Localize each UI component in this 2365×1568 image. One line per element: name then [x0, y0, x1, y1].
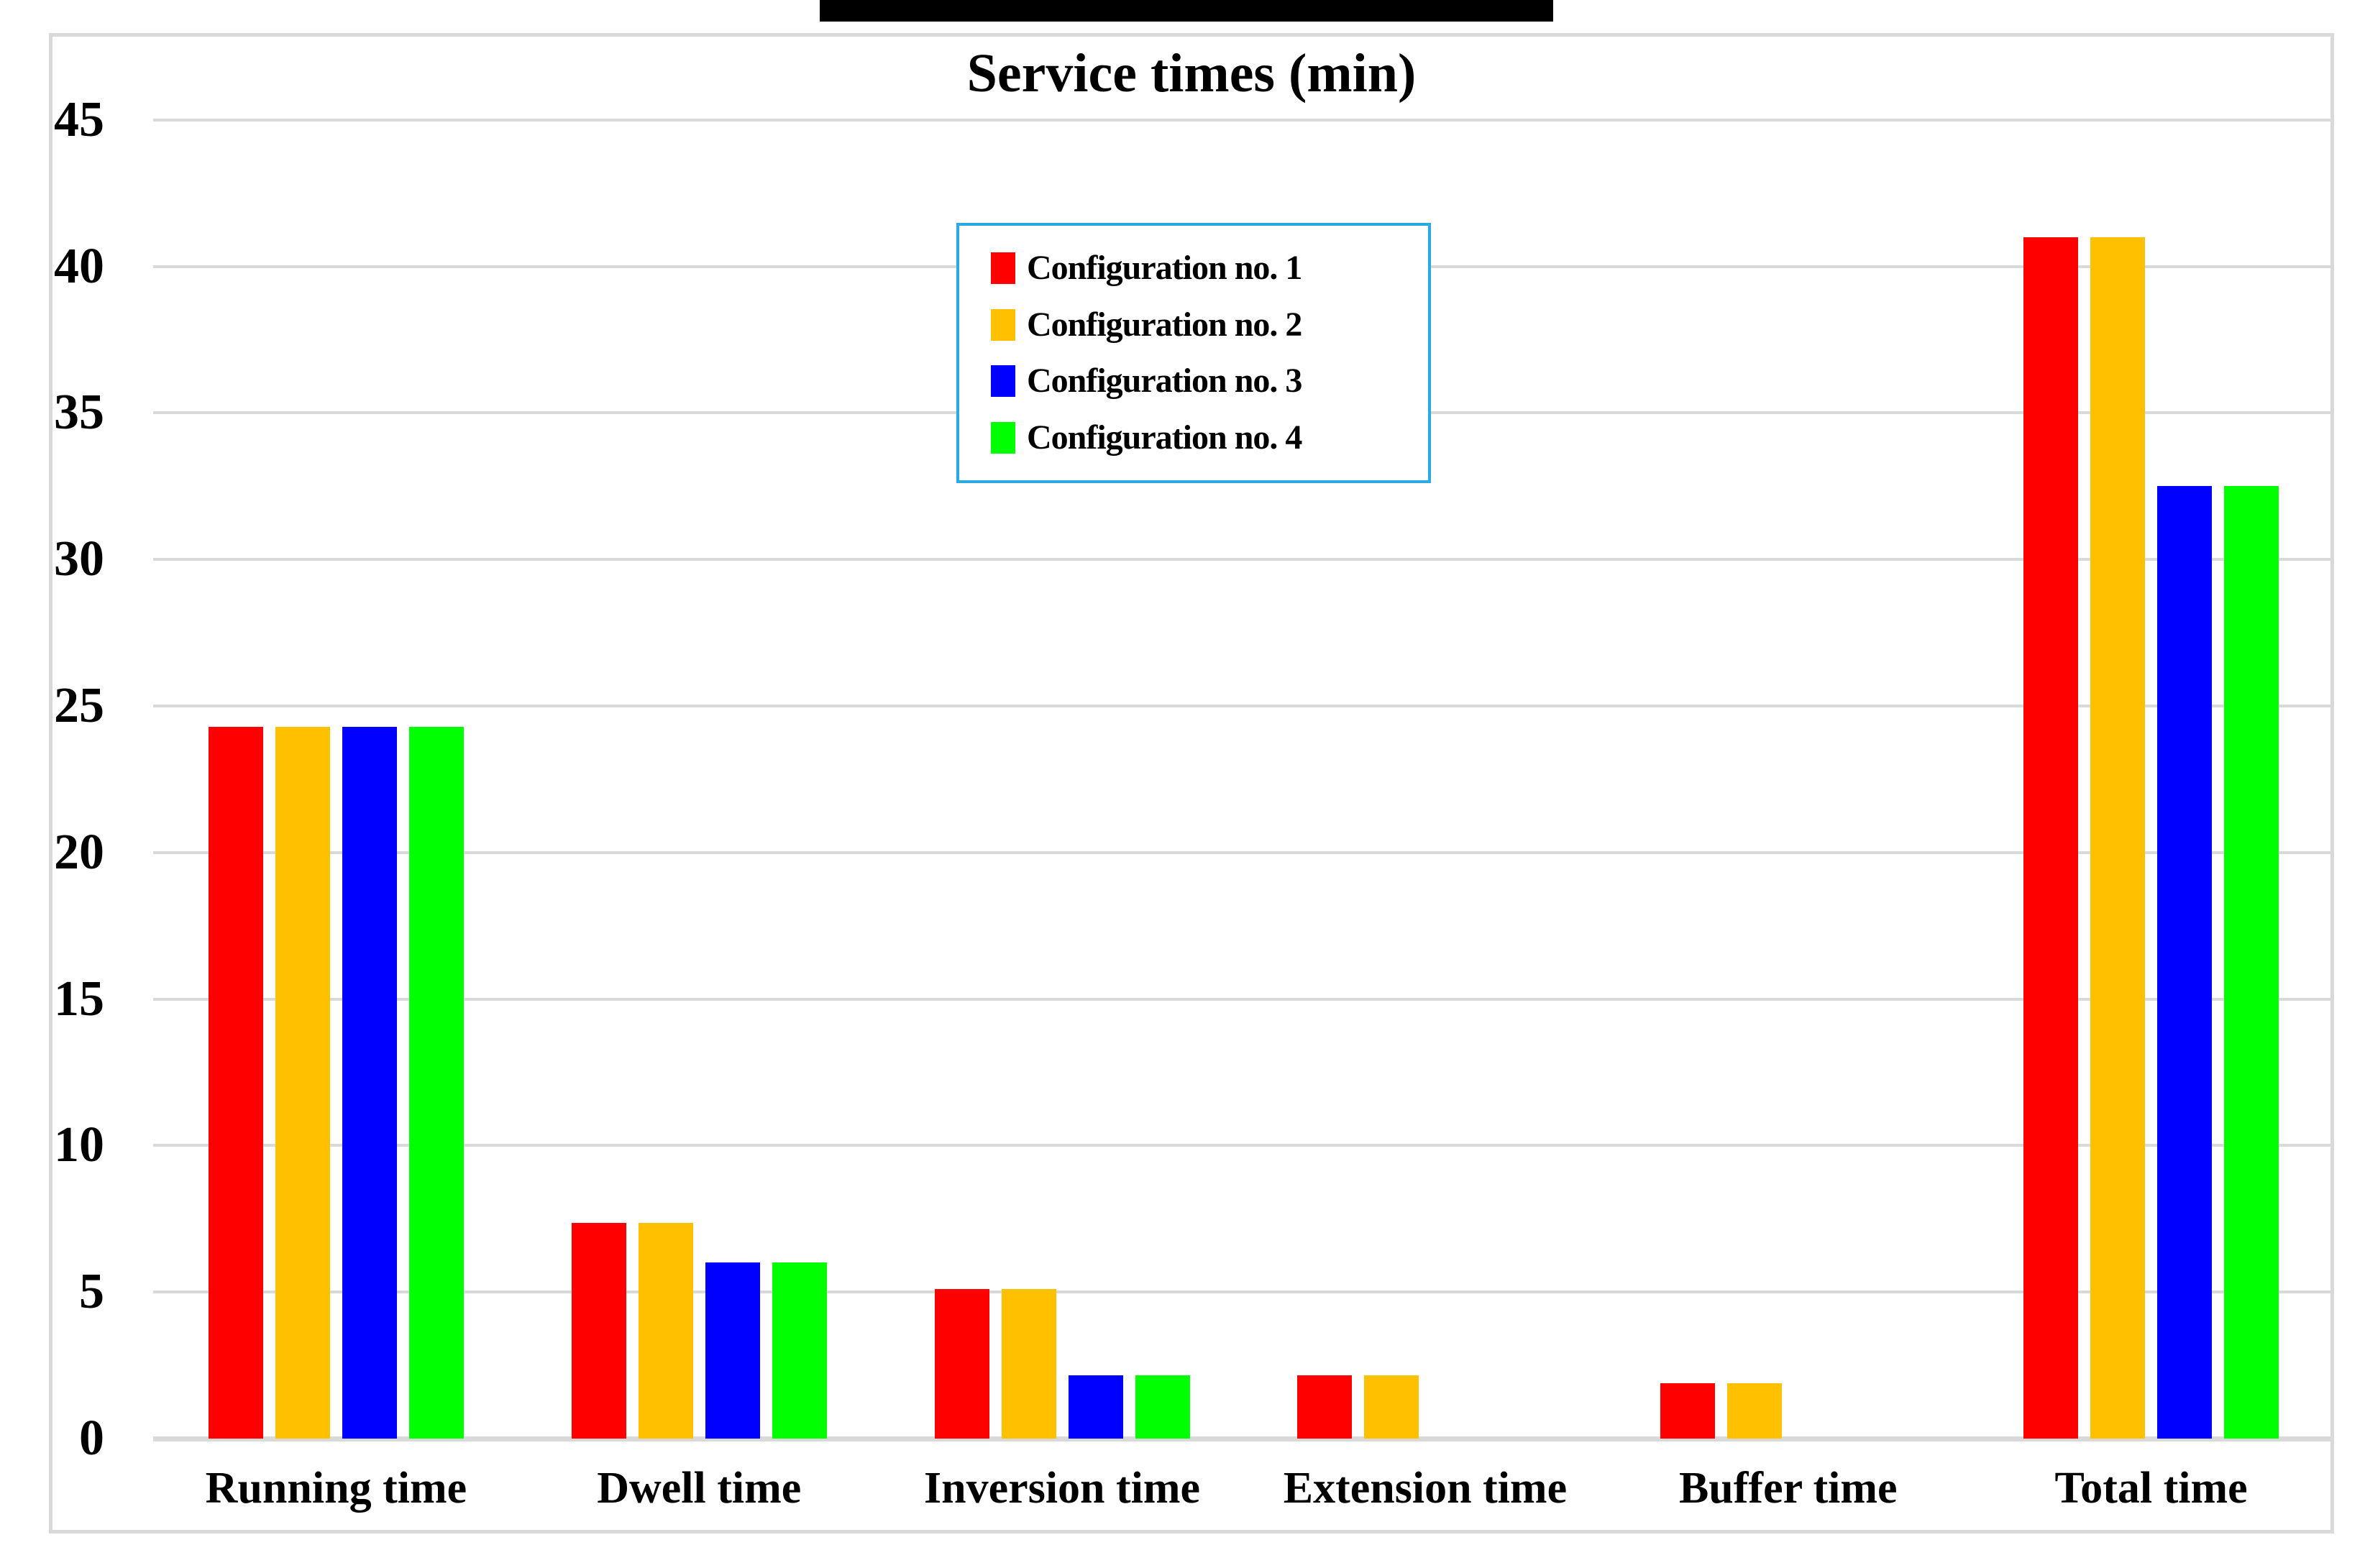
cropped-top-border-artifact [820, 0, 1553, 22]
bar-configuration-no-1-extension-time [1297, 1375, 1353, 1439]
legend-item-configuration-no-1: Configuration no. 1 [959, 249, 1428, 287]
y-tick-label-20: 20 [54, 824, 104, 880]
bar-configuration-no-1-dwell-time [571, 1223, 626, 1439]
legend-box: Configuration no. 1 Configuration no. 2 Co… [956, 223, 1431, 483]
bar-configuration-no-2-total-time [2090, 237, 2146, 1439]
bar-configuration-no-1-inversion-time [934, 1289, 989, 1439]
gridline-y-5 [153, 1290, 2333, 1294]
x-axis-line [153, 1436, 2333, 1441]
legend-item-configuration-no-3: Configuration no. 3 [959, 362, 1428, 400]
legend-label: Configuration no. 1 [1027, 248, 1302, 287]
y-tick-label-25: 25 [54, 678, 104, 733]
x-category-label-inversion-time: Inversion time [924, 1464, 1201, 1513]
gridline-y-45 [153, 118, 2333, 122]
y-tick-label-5: 5 [79, 1264, 104, 1320]
y-tick-label-0: 0 [79, 1411, 104, 1466]
bar-configuration-no-3-running-time [342, 726, 397, 1439]
y-tick-label-45: 45 [54, 91, 104, 147]
gridline-y-10 [153, 1144, 2333, 1147]
bar-configuration-no-1-running-time [208, 726, 263, 1439]
legend-item-configuration-no-4: Configuration no. 4 [959, 419, 1428, 457]
legend-label: Configuration no. 4 [1027, 418, 1302, 457]
legend-swatch-icon [991, 252, 1015, 284]
bar-configuration-no-1-buffer-time [1660, 1383, 1716, 1439]
legend-swatch-icon [991, 365, 1015, 398]
legend-label: Configuration no. 3 [1027, 362, 1302, 400]
bar-configuration-no-3-inversion-time [1068, 1375, 1123, 1439]
bar-configuration-no-2-running-time [275, 726, 330, 1439]
bar-configuration-no-4-dwell-time [772, 1262, 827, 1439]
bar-configuration-no-1-total-time [2023, 237, 2079, 1439]
bar-configuration-no-4-inversion-time [1135, 1375, 1190, 1439]
bar-configuration-no-4-running-time [408, 726, 464, 1439]
x-category-label-total-time: Total time [2054, 1464, 2248, 1513]
x-category-label-dwell-time: Dwell time [597, 1464, 802, 1513]
x-category-label-buffer-time: Buffer time [1678, 1464, 1898, 1513]
bar-configuration-no-2-buffer-time [1727, 1383, 1783, 1439]
gridline-y-20 [153, 851, 2333, 854]
chart-title: Service times (min) [966, 43, 1417, 104]
bar-configuration-no-3-dwell-time [705, 1262, 760, 1439]
chart-area-border [49, 33, 2334, 1533]
gridline-y-15 [153, 997, 2333, 1001]
bar-configuration-no-2-dwell-time [638, 1223, 693, 1439]
y-tick-label-15: 15 [54, 971, 104, 1027]
bar-configuration-no-3-total-time [2157, 486, 2213, 1439]
legend-item-configuration-no-2: Configuration no. 2 [959, 306, 1428, 344]
bar-configuration-no-2-extension-time [1364, 1375, 1419, 1439]
bar-configuration-no-4-total-time [2224, 486, 2279, 1439]
y-tick-label-40: 40 [54, 238, 104, 294]
y-tick-label-30: 30 [54, 531, 104, 587]
legend-swatch-icon [991, 308, 1015, 341]
x-category-label-extension-time: Extension time [1283, 1464, 1568, 1513]
y-tick-label-35: 35 [54, 385, 104, 441]
legend-label: Configuration no. 2 [1027, 305, 1302, 344]
bar-configuration-no-2-inversion-time [1001, 1289, 1056, 1439]
legend-swatch-icon [991, 422, 1015, 454]
gridline-y-25 [153, 705, 2333, 707]
gridline-y-30 [153, 558, 2333, 561]
y-tick-label-10: 10 [54, 1117, 104, 1173]
x-category-label-running-time: Running time [205, 1464, 467, 1513]
